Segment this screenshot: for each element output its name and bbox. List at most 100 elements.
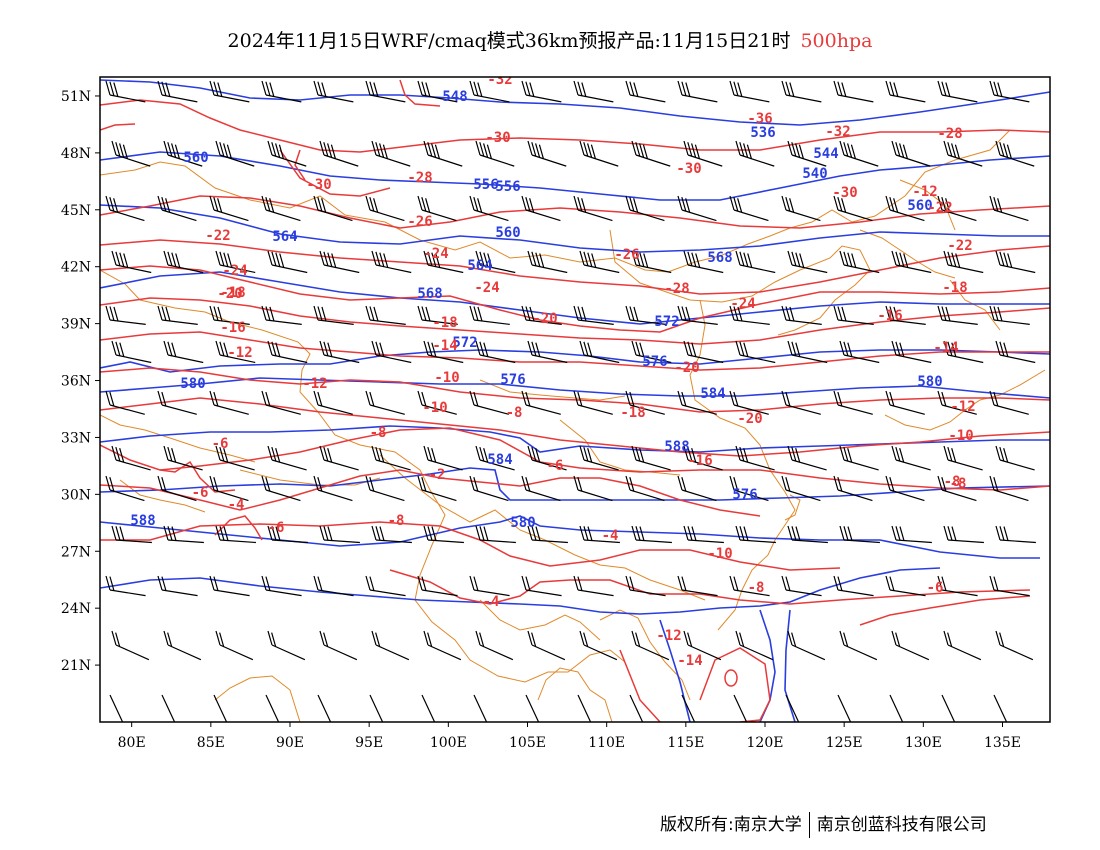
height-contour-label: 588	[664, 439, 689, 455]
wind-barb	[521, 305, 562, 325]
contour-labels: 548 536 560 544 556 540 556 564 560 568 564 560 572 5…	[130, 77, 975, 669]
temperature-contour	[100, 469, 761, 517]
temperature-contour	[214, 515, 263, 541]
wind-barb	[209, 305, 250, 325]
wind-barb	[787, 525, 828, 544]
wind-barb	[109, 694, 124, 722]
wind-barb	[417, 575, 458, 597]
height-contour	[100, 151, 1050, 201]
temperature-contour-label: -6	[212, 436, 229, 452]
temperature-contour-label: -22	[947, 238, 972, 254]
wind-barb	[573, 195, 613, 222]
wind-barb	[729, 195, 769, 222]
wind-barb	[423, 140, 463, 167]
wind-barb	[677, 390, 717, 415]
wind-barb	[573, 390, 613, 415]
wind-barb	[891, 445, 931, 471]
wind-barb	[787, 250, 828, 274]
wind-barb	[261, 80, 302, 103]
height-contour-label: 536	[750, 125, 775, 141]
temperature-contour-label: -18	[432, 315, 457, 331]
temperature-contour-label: -30	[832, 185, 857, 201]
wind-barb	[735, 250, 776, 274]
wind-barb	[163, 630, 202, 661]
temperature-contour-label: -14	[933, 340, 958, 356]
wind-barb	[215, 525, 256, 544]
lon-tick-label: 110E	[588, 735, 625, 751]
temperature-contour	[100, 331, 1050, 371]
wind-barb	[157, 475, 197, 502]
height-contour-label: 564	[467, 258, 492, 274]
temperature-contour	[100, 297, 1050, 345]
wind-barb	[163, 525, 204, 544]
lat-tick-label: 21N	[61, 658, 91, 674]
height-contour-label: 576	[732, 487, 757, 503]
height-contour	[100, 425, 1050, 453]
wind-barb	[839, 525, 880, 544]
temperature-contour-label: -22	[205, 228, 230, 244]
wind-barb	[313, 305, 354, 325]
wind-barb	[677, 80, 718, 103]
temperature-contour-label: -10	[707, 546, 732, 562]
wind-barb	[995, 340, 1036, 364]
temperature-contour-label: -26	[407, 214, 432, 230]
wind-barb	[209, 390, 249, 415]
wind-barb	[781, 390, 821, 415]
lon-tick-label: 105E	[509, 735, 546, 751]
wind-barb	[573, 475, 613, 502]
lon-tick-label: 125E	[826, 735, 863, 751]
wind-barb	[521, 390, 561, 415]
wind-barb	[631, 250, 672, 274]
wind-barb	[525, 694, 540, 722]
wind-barb	[943, 250, 984, 274]
wind-barb	[735, 445, 775, 471]
wind-barb	[833, 305, 874, 325]
wind-barb	[157, 305, 198, 325]
border-line	[609, 229, 871, 336]
temperature-contour	[100, 99, 1050, 153]
wind-barb	[319, 140, 359, 167]
wind-barb	[683, 525, 724, 544]
temperature-contour-label: -18	[942, 280, 967, 296]
title-main: 2024年11月15日WRF/cmaq模式36km预报产品:11月15日21时	[227, 30, 791, 52]
wind-barb	[833, 475, 873, 502]
wind-barb	[625, 475, 665, 502]
wind-barb	[891, 340, 932, 364]
wind-barb	[111, 630, 150, 661]
wind-barb	[421, 694, 436, 722]
height-contour-label: 580	[510, 515, 535, 531]
wind-barb	[209, 575, 250, 597]
wind-barb	[157, 575, 198, 597]
wind-barb	[937, 80, 978, 103]
border-line	[689, 299, 796, 631]
wind-barb	[943, 630, 982, 661]
wind-barb	[579, 250, 620, 274]
wind-barb	[111, 250, 152, 274]
wind-barb	[469, 80, 510, 103]
temperature-contour-label: -10	[422, 400, 447, 416]
wind-barb	[995, 525, 1036, 544]
height-contour-label: 568	[707, 250, 732, 266]
wind-barb	[469, 305, 510, 325]
lon-tick-label: 85E	[197, 735, 225, 751]
wind-barb	[937, 575, 978, 597]
height-contour-label: 588	[130, 513, 155, 529]
wind-barb	[631, 340, 672, 364]
wind-barb	[365, 195, 405, 222]
wind-barb	[319, 340, 360, 364]
wind-barb	[365, 475, 405, 502]
lat-tick-label: 30N	[61, 487, 91, 503]
height-contour-label: 556	[473, 177, 498, 193]
wind-barb	[891, 630, 930, 661]
wind-barb	[527, 140, 567, 167]
border-line	[100, 414, 256, 463]
temperature-contour	[724, 669, 738, 687]
wind-barb	[839, 445, 879, 471]
height-contour	[784, 609, 796, 722]
temperature-contour-label: -36	[747, 111, 772, 127]
wind-barb	[163, 250, 204, 274]
wind-barb	[111, 445, 151, 471]
temperature-contour-label: -12	[950, 399, 975, 415]
temperature-contour	[389, 569, 1031, 605]
